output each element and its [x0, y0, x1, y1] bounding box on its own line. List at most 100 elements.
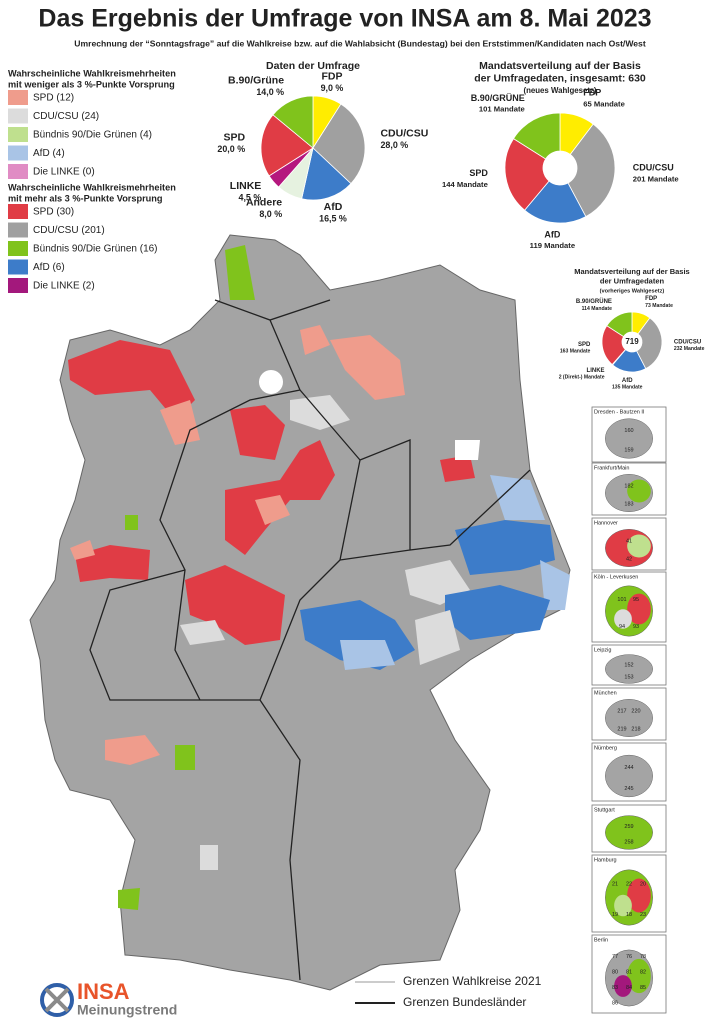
slice-value: 101 Mandate [479, 105, 525, 114]
inset-title: München [594, 690, 617, 696]
inset-shape [605, 754, 653, 798]
legend-swatch [8, 222, 28, 238]
title: Das Ergebnis der Umfrage von INSA am 8. … [38, 5, 651, 33]
inset-label: 259 [624, 824, 633, 830]
slice-value: 73 Mandate [645, 303, 673, 309]
legend-label: SPD (12) [33, 93, 74, 104]
legend-swatch [8, 164, 28, 179]
legend-swatch [8, 241, 28, 256]
inset-label: 86 [612, 1001, 618, 1007]
slice [260, 114, 314, 177]
inset-label: 218 [631, 726, 640, 732]
legend-label: CDU/CSU (24) [33, 111, 99, 122]
inset-label: 153 [624, 674, 633, 680]
inset-label: 21 [612, 882, 618, 888]
slice-value: 65 Mandate [583, 99, 625, 108]
chart-title: der Umfragedaten, insgesamt: 630 [474, 72, 646, 84]
slice-name: CDU/CSU [633, 163, 674, 173]
slice [636, 317, 663, 370]
inset-label: 244 [624, 765, 633, 771]
legend-label: SPD (30) [33, 207, 74, 218]
inset-label: 245 [624, 786, 633, 792]
slice [301, 147, 352, 201]
slice-name: FDP [321, 70, 342, 82]
inset-title: Leipzig [594, 647, 611, 653]
subtitle: Umrechnung der “Sonntagsfrage” auf die W… [74, 38, 646, 48]
legend-label: Bündnis 90/Die Grünen (16) [33, 244, 158, 255]
slice-name: FDP [645, 296, 657, 302]
inset-shape [614, 894, 632, 917]
map-legend-label: Grenzen Bundesländer [403, 995, 526, 1009]
legend-label: AfD (4) [33, 148, 65, 159]
inset-label: 20 [640, 882, 646, 888]
legend-label: AfD (6) [33, 262, 65, 273]
chart-title: Mandatsverteilung auf der Basis [479, 60, 641, 72]
inset-shape [627, 593, 651, 625]
inset-title: Hamburg [594, 857, 617, 863]
inset-label: 160 [624, 428, 633, 434]
slice-value: 114 Mandate [582, 306, 612, 312]
inset-label: 219 [617, 726, 626, 732]
slice-name: SPD [578, 342, 591, 348]
legend-swatch [8, 204, 28, 219]
slice-value: 144 Mandate [442, 180, 488, 189]
slice-name: AfD [622, 378, 633, 384]
chart-title: der Umfragedaten [600, 276, 665, 285]
slice-value: 14,0 % [256, 87, 284, 97]
inset-label: 19 [612, 912, 618, 918]
inset-shape [605, 699, 653, 737]
slice [312, 103, 366, 185]
legend-title: mit weniger als 3 %-Punkte Vorsprung [8, 79, 175, 89]
slice-name: B.90/Grüne [228, 74, 284, 86]
slice-name: AfD [544, 229, 560, 239]
legend-label: CDU/CSU (201) [33, 225, 105, 236]
inset-label: 77 [612, 954, 618, 960]
legend-label: Die LINKE (0) [33, 167, 95, 178]
slice-name: Andere [246, 196, 282, 208]
slice [504, 138, 550, 211]
legend-swatch [8, 278, 28, 293]
inset-label: 93 [633, 624, 639, 630]
inset-label: 159 [624, 448, 633, 454]
chart-title: Daten der Umfrage [266, 60, 360, 72]
map [29, 234, 571, 991]
inset-label: 80 [612, 970, 618, 976]
inset-shape [614, 609, 632, 629]
inset-label: 18 [626, 912, 632, 918]
inset-title: Stuttgart [594, 807, 615, 813]
slice-name: SPD [469, 168, 488, 178]
slice-value: 20,0 % [217, 144, 245, 154]
inset-label: 85 [640, 985, 646, 991]
slice-name: CDU/CSU [674, 339, 701, 345]
inset-label: 95 [633, 597, 639, 603]
chart-title: (vorheriges Wahlgesetz) [600, 288, 665, 294]
slice [272, 95, 314, 149]
inset-label: 23 [640, 912, 646, 918]
inset-label: 220 [631, 708, 640, 714]
slice-value: 28,0 % [380, 140, 408, 150]
legend-title: mit mehr als 3 %-Punkte Vorsprung [8, 193, 163, 203]
slice-name: AfD [324, 201, 343, 213]
inset-label: 152 [624, 662, 633, 668]
legend-swatch [8, 145, 28, 161]
slice-name: FDP [583, 88, 601, 98]
legend-swatch [8, 127, 28, 142]
inset-title: Köln - Leverkusen [594, 574, 638, 580]
inset-title: Hannover [594, 520, 618, 526]
inset-label: 182 [624, 483, 633, 489]
slice-value: 9,0 % [321, 83, 344, 93]
inset-title: Dresden - Bautzen II [594, 409, 645, 415]
slice-value: 135 Mandate [612, 385, 643, 391]
slice-name: CDU/CSU [380, 127, 428, 139]
slice [524, 180, 587, 224]
inset-title: Nürnberg [594, 745, 617, 751]
inset-label: 78 [640, 954, 646, 960]
inset-title: Berlin [594, 937, 608, 943]
inset-label: 82 [640, 970, 646, 976]
slice-name: B.90/GRÜNE [471, 93, 525, 103]
slice-value: 232 Mandate [674, 346, 705, 352]
inset-label: 94 [619, 624, 625, 630]
total: 719 [625, 337, 639, 346]
slice-name: SPD [224, 132, 246, 144]
